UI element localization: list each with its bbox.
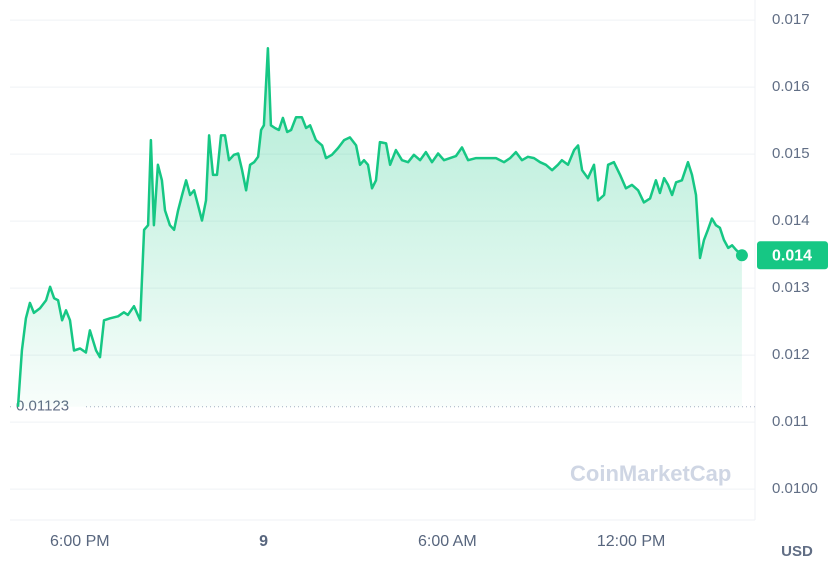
y-tick-label: 0.012 bbox=[772, 346, 810, 363]
y-tick-label: 0.015 bbox=[772, 145, 810, 162]
y-tick-label: 0.013 bbox=[772, 279, 810, 296]
price-line bbox=[16, 46, 743, 407]
y-tick-label: 0.014 bbox=[772, 212, 810, 229]
x-tick-label: 9 bbox=[259, 533, 268, 550]
x-tick-label: 6:00 PM bbox=[50, 533, 110, 550]
area bbox=[18, 48, 742, 407]
y-tick-label: 0.011 bbox=[772, 413, 808, 430]
y-tick-label: 0.017 bbox=[772, 11, 810, 28]
y-tick-label: 0.016 bbox=[772, 78, 810, 95]
current-price-label: 0.014 bbox=[772, 248, 812, 265]
y-tick-label: 0.0100 bbox=[772, 480, 818, 497]
last-point bbox=[735, 249, 748, 262]
watermark: CoinMarketCap bbox=[570, 461, 731, 486]
x-tick-label: 12:00 PM bbox=[597, 533, 665, 550]
unit-label: USD bbox=[781, 543, 813, 560]
current-price-tag bbox=[757, 241, 828, 270]
x-tick-label: 6:00 AM bbox=[418, 533, 477, 550]
